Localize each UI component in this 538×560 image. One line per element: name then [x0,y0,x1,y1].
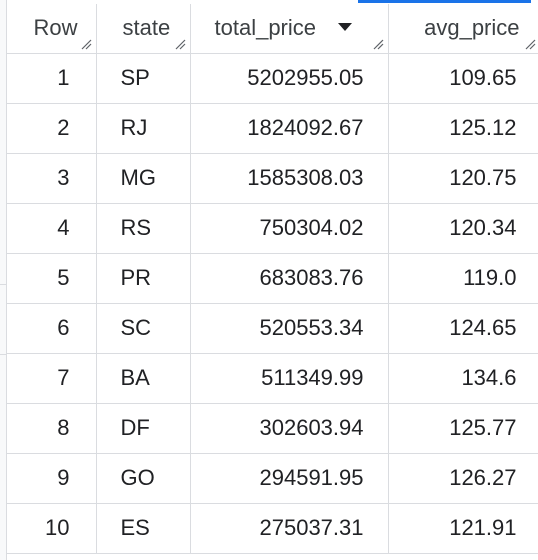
column-header-label: state [122,15,171,41]
state-cell[interactable]: BA [96,353,191,404]
table-row[interactable]: 3 MG 1585308.03 120.75 [6,153,538,204]
row-number-cell: 10 [6,503,97,554]
state-cell[interactable]: GO [96,453,191,504]
row-number-cell: 7 [6,353,97,404]
results-table: Row state total_price avg_price [6,4,538,554]
row-number-cell: 6 [6,303,97,354]
column-header-label: avg_price [424,15,520,41]
state-cell[interactable]: RS [96,203,191,254]
column-header-avg-price[interactable]: avg_price [388,4,538,54]
state-cell[interactable]: MG [96,153,191,204]
state-cell[interactable]: ES [96,503,191,554]
total-price-cell[interactable]: 294591.95 [190,453,389,504]
table-row[interactable]: 9 GO 294591.95 126.27 [6,453,538,504]
gutter-divider [0,284,6,285]
avg-price-cell[interactable]: 126.27 [388,453,538,504]
total-price-cell[interactable]: 683083.76 [190,253,389,304]
column-header-label: total_price [214,15,317,41]
avg-price-cell[interactable]: 120.34 [388,203,538,254]
avg-price-cell[interactable]: 134.6 [388,353,538,404]
total-price-cell[interactable]: 511349.99 [190,353,389,404]
row-number-cell: 5 [6,253,97,304]
state-cell[interactable]: SP [96,53,191,104]
table-row[interactable]: 1 SP 5202955.05 109.65 [6,53,538,104]
state-cell[interactable]: DF [96,403,191,454]
avg-price-cell[interactable]: 120.75 [388,153,538,204]
table-row[interactable]: 5 PR 683083.76 119.0 [6,253,538,304]
column-selection-indicator [358,0,531,3]
column-header-state[interactable]: state [96,4,191,54]
row-number-cell: 1 [6,53,97,104]
avg-price-cell[interactable]: 125.77 [388,403,538,454]
table-row[interactable]: 6 SC 520553.34 124.65 [6,303,538,354]
column-header-total-price[interactable]: total_price [190,4,389,54]
table-row[interactable]: 2 RJ 1824092.67 125.12 [6,103,538,154]
row-number-cell: 4 [6,203,97,254]
state-cell[interactable]: SC [96,303,191,354]
state-cell[interactable]: RJ [96,103,191,154]
total-price-cell[interactable]: 520553.34 [190,303,389,354]
gutter-divider [0,354,6,355]
avg-price-cell[interactable]: 124.65 [388,303,538,354]
total-price-cell[interactable]: 1585308.03 [190,153,389,204]
column-header-row[interactable]: Row [6,4,97,54]
column-header-label: Row [33,15,78,41]
state-cell[interactable]: PR [96,253,191,304]
total-price-cell[interactable]: 1824092.67 [190,103,389,154]
table-row[interactable]: 8 DF 302603.94 125.77 [6,403,538,454]
column-resize-handle-icon[interactable] [174,38,186,50]
table-row[interactable]: 10 ES 275037.31 121.91 [6,503,538,554]
sort-descending-icon[interactable] [338,23,353,32]
avg-price-cell[interactable]: 119.0 [388,253,538,304]
total-price-cell[interactable]: 302603.94 [190,403,389,454]
table-row[interactable]: 4 RS 750304.02 120.34 [6,203,538,254]
row-number-cell: 2 [6,103,97,154]
row-number-cell: 3 [6,153,97,204]
avg-price-cell[interactable]: 125.12 [388,103,538,154]
column-resize-handle-icon[interactable] [80,38,92,50]
column-resize-handle-icon[interactable] [372,38,384,50]
column-resize-handle-icon[interactable] [524,38,536,50]
avg-price-cell[interactable]: 121.91 [388,503,538,554]
table-body: 1 SP 5202955.05 109.65 2 RJ 1824092.67 1… [6,53,538,554]
table-row[interactable]: 7 BA 511349.99 134.6 [6,353,538,404]
total-price-cell[interactable]: 5202955.05 [190,53,389,104]
row-number-cell: 8 [6,403,97,454]
table-header: Row state total_price avg_price [6,4,538,54]
total-price-cell[interactable]: 275037.31 [190,503,389,554]
row-number-cell: 9 [6,453,97,504]
avg-price-cell[interactable]: 109.65 [388,53,538,104]
total-price-cell[interactable]: 750304.02 [190,203,389,254]
